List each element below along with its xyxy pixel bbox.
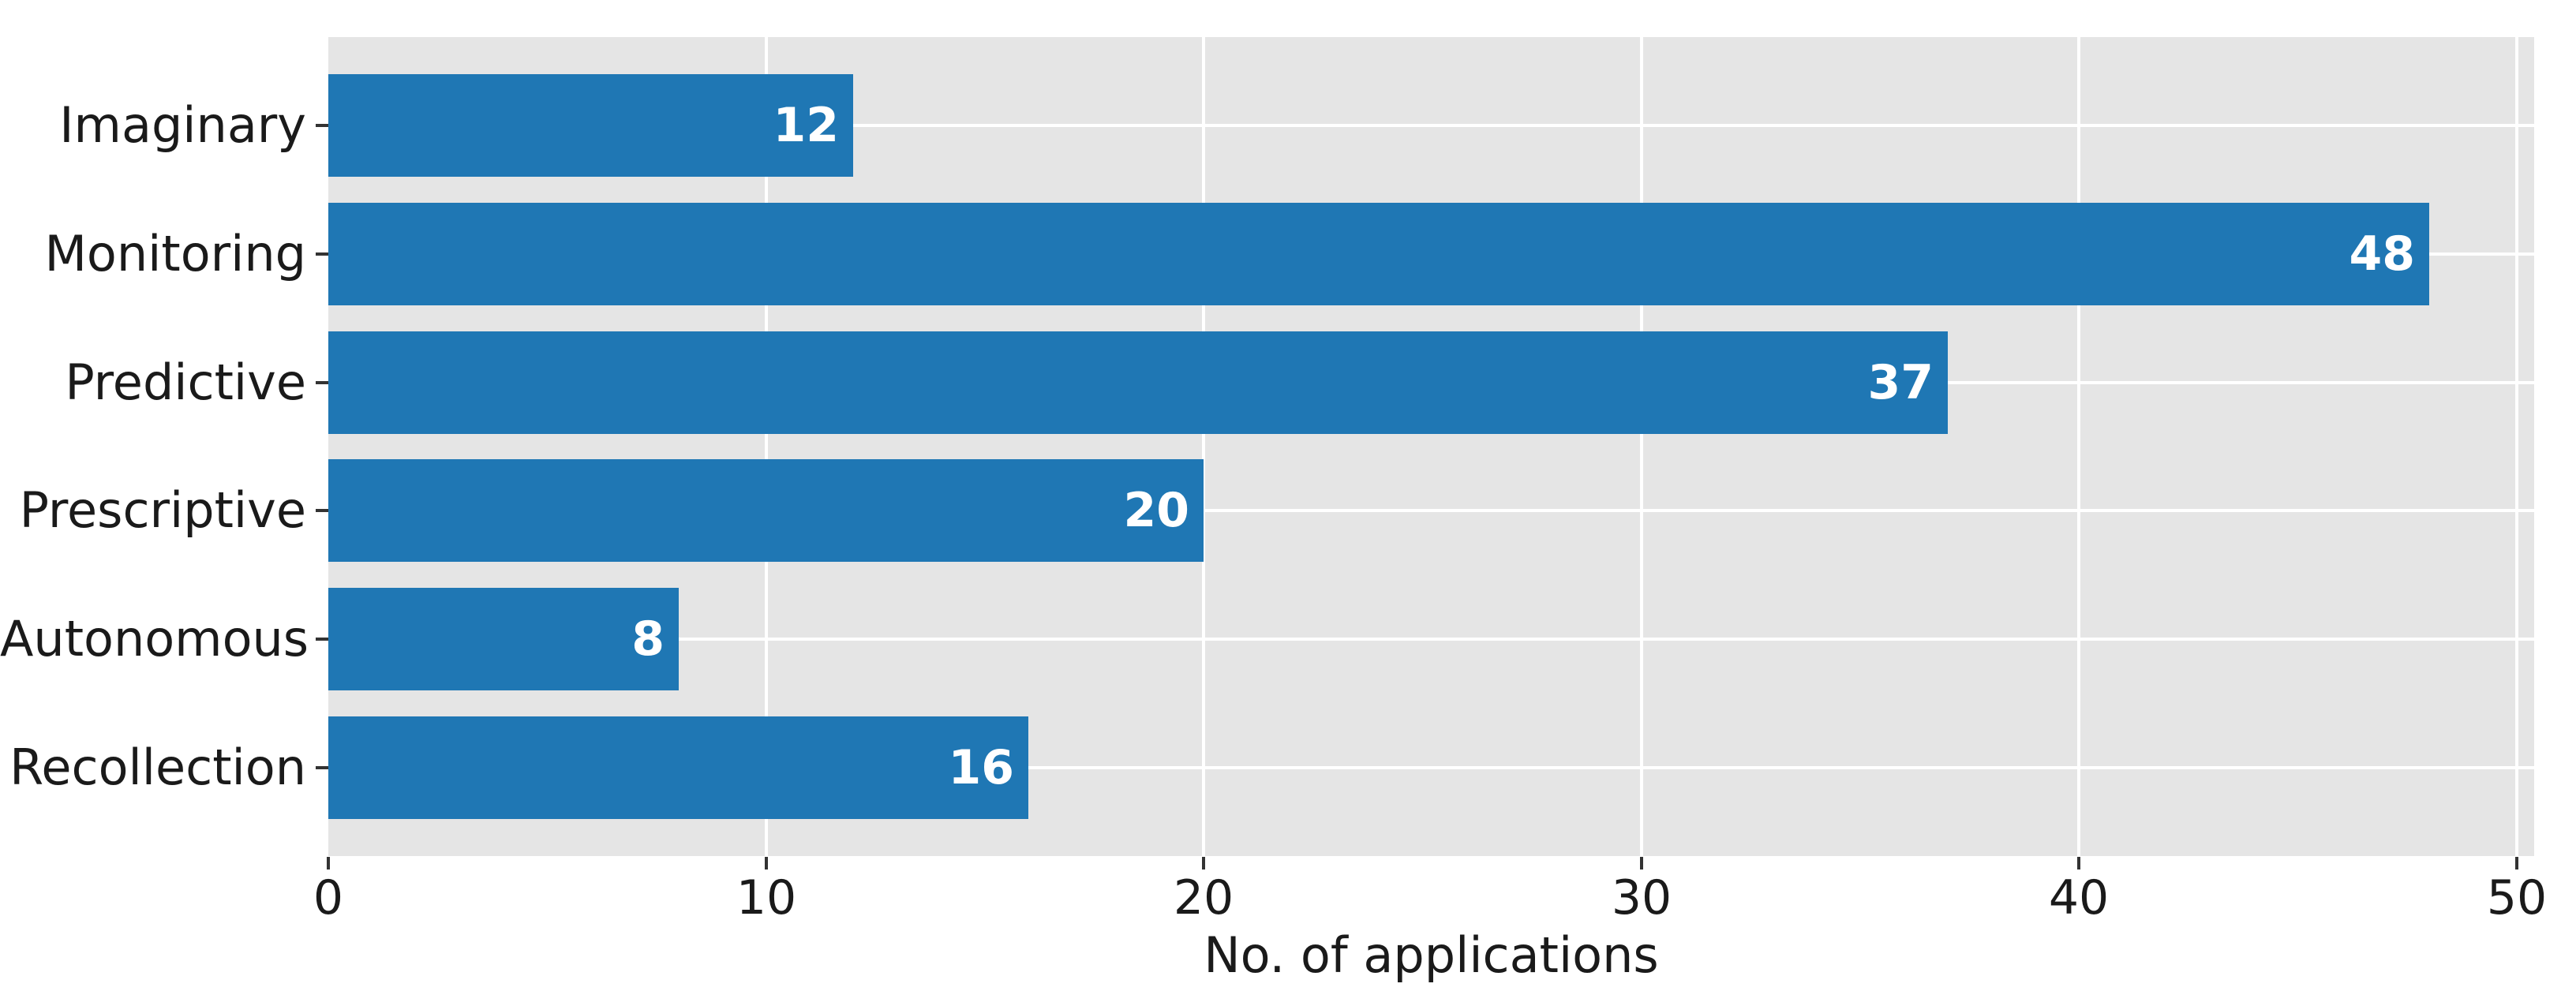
category-label: Recollection — [9, 739, 306, 796]
category-label: Monitoring — [44, 225, 306, 282]
bar: 12 — [328, 74, 853, 177]
y-gridline — [328, 766, 2534, 769]
x-tick-label: 10 — [736, 870, 797, 926]
x-tick-mark — [765, 857, 768, 869]
x-gridline — [2077, 37, 2080, 856]
bar-value-label: 16 — [948, 740, 1015, 795]
bar-value-label: 37 — [1867, 355, 1934, 410]
x-tick-label: 20 — [1173, 870, 1234, 926]
y-tick-mark — [316, 252, 328, 256]
x-tick-label: 50 — [2486, 870, 2548, 926]
bar: 8 — [328, 588, 679, 690]
x-tick-mark — [2077, 857, 2080, 869]
bar-value-label: 12 — [773, 98, 840, 153]
y-gridline — [328, 638, 2534, 641]
y-gridline — [328, 509, 2534, 512]
x-tick-mark — [1202, 857, 1205, 869]
y-tick-mark — [316, 381, 328, 384]
y-tick-mark — [316, 638, 328, 641]
x-gridline — [1202, 37, 1205, 856]
bar-value-label: 48 — [2349, 226, 2416, 282]
y-tick-mark — [316, 509, 328, 512]
x-gridline — [1640, 37, 1643, 856]
category-label: Prescriptive — [19, 481, 306, 539]
x-tick-label: 30 — [1611, 870, 1672, 926]
bar-value-label: 8 — [631, 611, 665, 667]
bar: 37 — [328, 331, 1948, 434]
category-label: Predictive — [65, 353, 306, 411]
x-gridline — [765, 37, 768, 856]
y-gridline — [328, 124, 2534, 127]
x-tick-label: 40 — [2048, 870, 2110, 926]
x-tick-label: 0 — [313, 870, 344, 926]
category-label: Autonomous — [0, 610, 309, 668]
bar: 48 — [328, 203, 2429, 305]
bar: 20 — [328, 459, 1204, 562]
x-tick-mark — [2515, 857, 2518, 869]
bar: 16 — [328, 716, 1028, 819]
bar-value-label: 20 — [1123, 483, 1190, 538]
x-tick-mark — [327, 857, 330, 869]
x-axis-title: No. of applications — [1204, 926, 1659, 984]
y-tick-mark — [316, 124, 328, 127]
y-tick-mark — [316, 766, 328, 769]
x-gridline — [2515, 37, 2518, 856]
category-label: Imaginary — [59, 96, 306, 154]
x-tick-mark — [1640, 857, 1643, 869]
